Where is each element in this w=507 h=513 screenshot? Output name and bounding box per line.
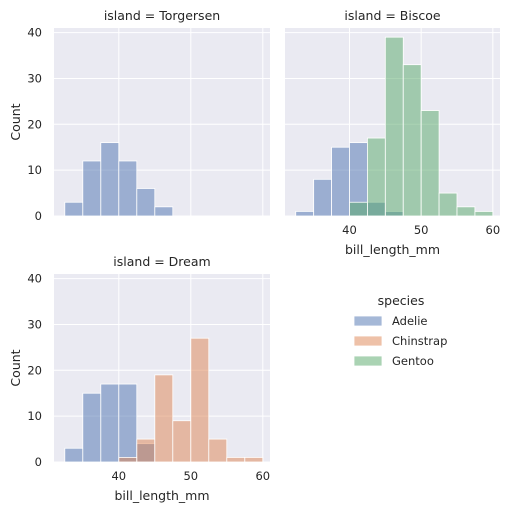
histogram-bar <box>208 438 228 463</box>
histogram-bar <box>118 160 138 217</box>
histogram-bar <box>82 392 102 463</box>
facet-title: island = Dream <box>113 254 210 269</box>
histogram-bar <box>349 201 368 217</box>
x-tick-label: 60 <box>486 223 501 237</box>
facet-title: island = Biscoe <box>344 8 440 23</box>
histogram-bar <box>172 420 192 463</box>
x-axis-label: bill_length_mm <box>114 488 209 503</box>
histogram-bar <box>154 206 174 217</box>
y-tick-label: 30 <box>27 317 42 331</box>
y-tick-label: 40 <box>27 272 42 286</box>
y-tick-label: 10 <box>27 409 42 423</box>
legend-label: Gentoo <box>392 354 434 368</box>
y-axis-label: Count <box>8 349 23 386</box>
legend-title: species <box>378 293 425 308</box>
histogram-bar <box>295 211 315 217</box>
histogram-bar <box>456 206 476 217</box>
histogram-bar <box>313 178 332 217</box>
y-tick-label: 0 <box>35 209 42 223</box>
y-tick-label: 20 <box>27 363 42 377</box>
y-tick-label: 20 <box>27 117 42 131</box>
x-tick-label: 50 <box>414 223 429 237</box>
histogram-bar <box>367 137 386 217</box>
histogram-bar <box>82 160 102 217</box>
histogram-bar <box>474 211 494 217</box>
x-axis-label: bill_length_mm <box>345 242 440 257</box>
legend-label: Chinstrap <box>392 334 447 348</box>
x-tick-label: 40 <box>111 469 126 483</box>
histogram-bar <box>154 374 174 463</box>
histogram-bar <box>136 438 156 463</box>
facet-title: island = Torgersen <box>104 8 220 23</box>
x-tick-label: 40 <box>342 223 357 237</box>
histogram-bar <box>420 110 440 217</box>
legend-swatch-gentoo <box>353 355 383 367</box>
histogram-bar <box>64 447 84 463</box>
histogram-bar <box>402 64 422 217</box>
histogram-bar <box>100 142 120 217</box>
histogram-bar <box>438 192 458 217</box>
y-tick-label: 30 <box>27 71 42 85</box>
histogram-bar <box>384 36 404 217</box>
histogram-bar <box>244 457 264 463</box>
histogram-bar <box>190 337 210 463</box>
y-tick-label: 40 <box>27 26 42 40</box>
histogram-bar <box>331 146 350 217</box>
histogram-bar <box>118 457 138 463</box>
histogram-bar <box>118 383 138 463</box>
x-tick-label: 60 <box>255 469 270 483</box>
y-tick-label: 10 <box>27 163 42 177</box>
histogram-bar <box>100 383 120 463</box>
y-tick-label: 0 <box>35 455 42 469</box>
histogram-bar <box>226 457 246 463</box>
legend-label: Adelie <box>392 314 428 328</box>
histogram-bar <box>136 188 156 217</box>
x-tick-label: 50 <box>183 469 198 483</box>
legend-swatch-adelie <box>353 315 383 327</box>
y-axis-label: Count <box>8 103 23 140</box>
legend-swatch-chinstrap <box>353 335 383 347</box>
histogram-bar <box>64 201 84 217</box>
